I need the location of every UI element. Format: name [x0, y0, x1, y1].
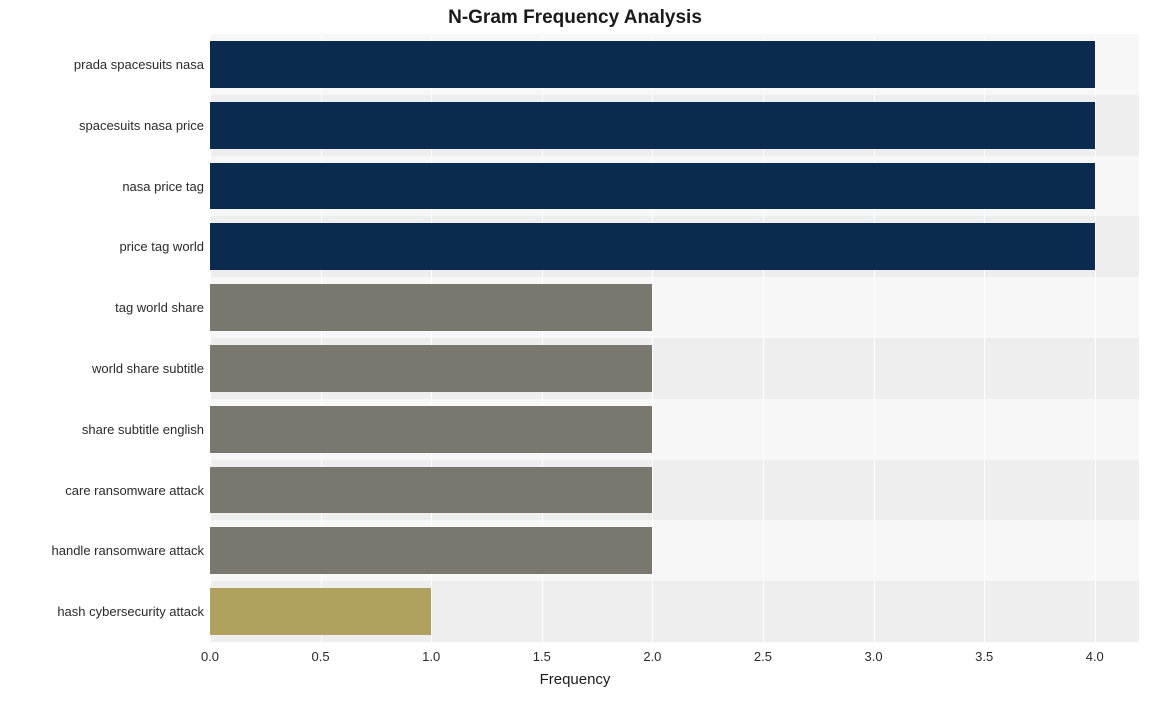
- y-tick-label: nasa price tag: [122, 179, 204, 194]
- bar: [210, 223, 1095, 270]
- x-tick-label: 3.5: [975, 649, 993, 664]
- y-tick-label: care ransomware attack: [65, 483, 204, 498]
- chart-title: N-Gram Frequency Analysis: [0, 7, 1150, 29]
- plot-area: [210, 34, 1139, 642]
- bar: [210, 345, 652, 392]
- bar: [210, 467, 652, 514]
- x-tick-label: 3.0: [865, 649, 883, 664]
- x-axis-label: Frequency: [0, 671, 1150, 688]
- y-tick-label: world share subtitle: [92, 361, 204, 376]
- grid-line: [1095, 34, 1096, 642]
- bar: [210, 41, 1095, 88]
- x-tick-label: 4.0: [1086, 649, 1104, 664]
- y-tick-label: price tag world: [119, 239, 204, 254]
- bar: [210, 284, 652, 331]
- ngram-frequency-chart: N-Gram Frequency Analysis Frequency prad…: [0, 0, 1150, 701]
- x-tick-label: 1.5: [533, 649, 551, 664]
- y-tick-label: spacesuits nasa price: [79, 118, 204, 133]
- y-tick-label: handle ransomware attack: [52, 543, 204, 558]
- x-tick-label: 0.0: [201, 649, 219, 664]
- bar: [210, 588, 431, 635]
- y-tick-label: prada spacesuits nasa: [74, 57, 204, 72]
- bar: [210, 406, 652, 453]
- y-tick-label: share subtitle english: [82, 422, 204, 437]
- y-tick-label: tag world share: [115, 300, 204, 315]
- bar: [210, 163, 1095, 210]
- x-tick-label: 0.5: [312, 649, 330, 664]
- bar: [210, 102, 1095, 149]
- x-tick-label: 2.5: [754, 649, 772, 664]
- x-tick-label: 2.0: [643, 649, 661, 664]
- bar: [210, 527, 652, 574]
- y-tick-label: hash cybersecurity attack: [57, 604, 204, 619]
- x-tick-label: 1.0: [422, 649, 440, 664]
